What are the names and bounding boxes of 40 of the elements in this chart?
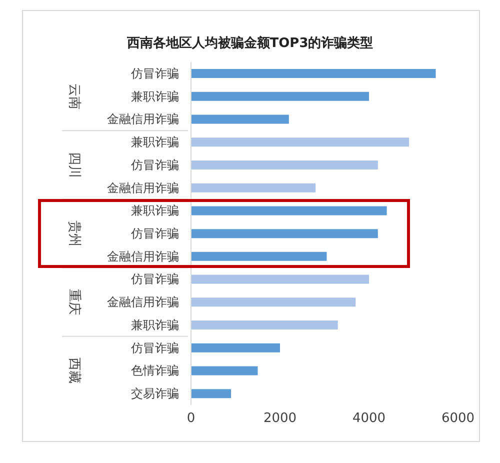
bar — [191, 206, 387, 216]
bar — [191, 138, 410, 147]
bar — [191, 366, 258, 376]
bar — [191, 160, 378, 170]
text: 云南 — [66, 83, 82, 110]
x-tick-label: 0 — [186, 411, 196, 426]
y-tick-label: 色情诈骗 — [131, 364, 179, 378]
y-tick-label: 兼职诈骗 — [131, 318, 179, 332]
y-tick-label: 仿冒诈骗 — [130, 226, 179, 240]
y-tick-label: 仿冒诈骗 — [130, 66, 179, 80]
x-tick-label: 2000 — [263, 411, 297, 426]
text: 西藏 — [66, 358, 82, 384]
bar — [191, 298, 356, 307]
bar — [191, 389, 232, 398]
y-tick-label: 金融信用诈骗 — [107, 180, 179, 195]
bar — [191, 343, 280, 352]
bar — [191, 320, 338, 330]
x-tick-label: 6000 — [441, 411, 475, 426]
y-tick-label: 金融信用诈骗 — [107, 249, 179, 264]
y-tick-label: 交易诈骗 — [131, 386, 179, 401]
bar — [191, 229, 378, 238]
bar — [191, 69, 436, 78]
text: 贵州 — [66, 220, 82, 246]
text: 重庆 — [66, 289, 82, 316]
y-tick-label: 兼职诈骗 — [131, 89, 179, 104]
x-tick-label: 4000 — [352, 411, 386, 426]
bar — [191, 274, 369, 284]
y-tick-label: 仿冒诈骗 — [130, 158, 179, 172]
bar — [191, 114, 289, 124]
text: 四川 — [66, 152, 82, 178]
y-tick-label: 兼职诈骗 — [131, 204, 179, 218]
y-tick-label: 兼职诈骗 — [131, 135, 179, 150]
y-tick-label: 金融信用诈骗 — [107, 295, 179, 310]
y-tick-label: 仿冒诈骗 — [130, 272, 179, 286]
bar — [191, 92, 369, 101]
bar — [191, 252, 327, 261]
y-tick-label: 仿冒诈骗 — [130, 340, 179, 355]
y-tick-label: 金融信用诈骗 — [107, 112, 179, 126]
bar — [191, 183, 316, 192]
chart-title: 西南各地区人均被骗金额TOP3的诈骗类型 — [126, 34, 374, 52]
